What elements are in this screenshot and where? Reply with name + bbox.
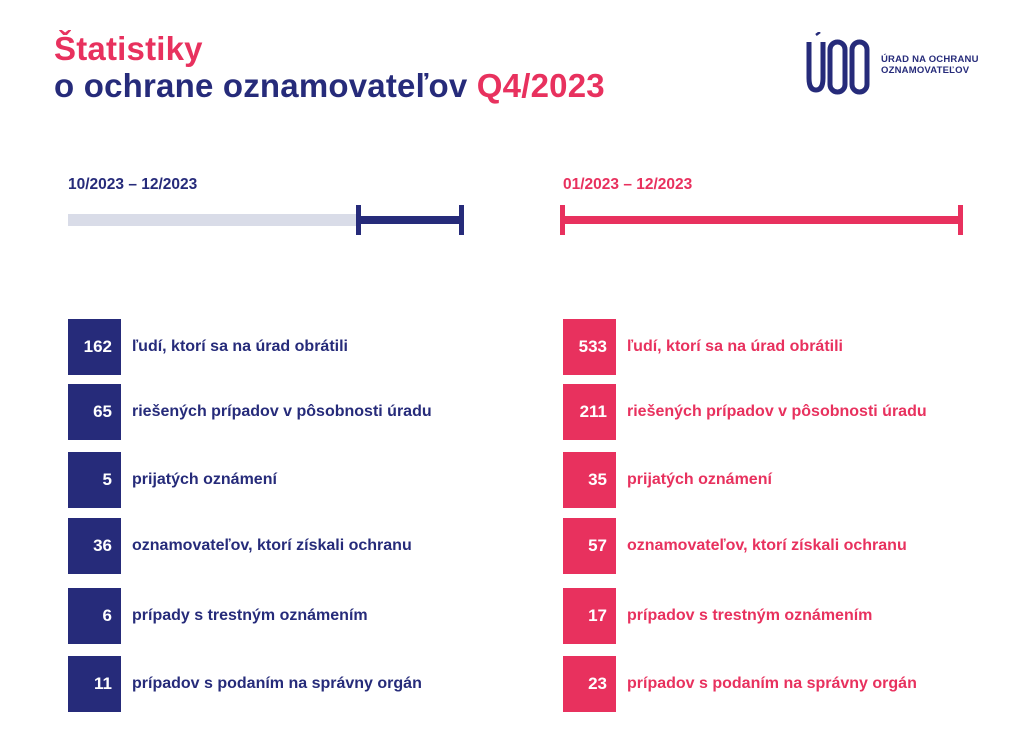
stat-label: prijatých oznámení: [132, 471, 277, 488]
timeline-track: [68, 214, 358, 226]
office-logo: ÚRAD NA OCHRANU OZNAMOVATEĽOV: [806, 32, 996, 98]
stat-value: 533: [563, 319, 616, 375]
page-title: Štatistiky: [54, 30, 203, 67]
stat-value: 162: [68, 319, 121, 375]
timeline-start-tick: [356, 205, 361, 235]
stat-label: riešených prípadov v pôsobnosti úradu: [627, 403, 927, 420]
stat-value: 23: [563, 656, 616, 712]
stat-label: prípady s trestným oznámením: [132, 607, 368, 624]
timeline-bar: [563, 216, 961, 224]
stat-label: ľudí, ktorí sa na úrad obrátili: [627, 338, 843, 355]
right-period-label: 01/2023 – 12/2023: [563, 176, 693, 193]
quarter-label: Q4/2023: [476, 67, 605, 104]
stat-value: 11: [68, 656, 121, 712]
logo-name-line1: ÚRAD NA OCHRANU: [881, 54, 979, 65]
stat-value: 36: [68, 518, 121, 574]
stat-label: ľudí, ktorí sa na úrad obrátili: [132, 338, 348, 355]
timeline-highlight: [358, 216, 462, 224]
left-period-timeline: [68, 205, 464, 235]
stat-label: oznamovateľov, ktorí získali ochranu: [627, 537, 907, 554]
stat-value: 211: [563, 384, 616, 440]
timeline-end-tick: [459, 205, 464, 235]
left-period-label: 10/2023 – 12/2023: [68, 176, 198, 193]
uoo-logo-mark-icon: [806, 32, 870, 95]
page-subtitle: o ochrane oznamovateľov Q4/2023: [54, 67, 605, 105]
stat-label: prípadov s podaním na správny orgán: [132, 675, 422, 692]
right-period-timeline: [560, 205, 963, 235]
stat-value: 35: [563, 452, 616, 508]
timeline-start-tick: [560, 205, 565, 235]
timeline-end-tick: [958, 205, 963, 235]
stat-label: oznamovateľov, ktorí získali ochranu: [132, 537, 412, 554]
stat-label: prípadov s podaním na správny orgán: [627, 675, 917, 692]
stat-label: prípadov s trestným oznámením: [627, 607, 873, 624]
stat-value: 65: [68, 384, 121, 440]
stat-label: prijatých oznámení: [627, 471, 772, 488]
stat-label: riešených prípadov v pôsobnosti úradu: [132, 403, 432, 420]
logo-name-line2: OZNAMOVATEĽOV: [881, 65, 970, 76]
stat-value: 17: [563, 588, 616, 644]
stat-value: 57: [563, 518, 616, 574]
stat-value: 5: [68, 452, 121, 508]
logo-text: ÚRAD NA OCHRANU OZNAMOVATEĽOV: [881, 54, 979, 76]
stat-value: 6: [68, 588, 121, 644]
subtitle-text: o ochrane oznamovateľov: [54, 67, 468, 104]
